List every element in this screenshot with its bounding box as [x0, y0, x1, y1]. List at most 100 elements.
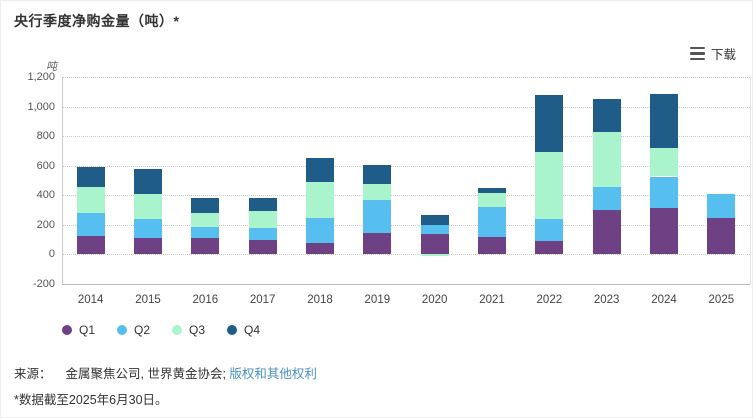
x-axis-category-label: 2016 — [192, 294, 219, 306]
x-axis-category-label: 2015 — [135, 294, 161, 306]
legend-dot-q4 — [227, 325, 238, 335]
legend-item-q2[interactable]: Q2 — [117, 323, 150, 337]
x-axis-category-label: 2018 — [307, 294, 333, 306]
legend-dot-q2 — [117, 325, 128, 335]
bar-2020-Q4[interactable] — [420, 215, 449, 226]
x-axis-category-label: 2019 — [364, 294, 391, 306]
bar-2018-Q1[interactable] — [306, 242, 334, 255]
bar-2019-Q3[interactable] — [363, 184, 392, 200]
bar-2019-Q1[interactable] — [363, 232, 392, 255]
y-axis-tick-label: 1,000 — [27, 100, 55, 113]
bar-2023-Q4[interactable] — [592, 99, 621, 133]
bar-2021-Q3[interactable] — [478, 193, 506, 208]
y-axis-unit-label: 吨 — [46, 61, 57, 73]
legend-label: Q1 — [79, 323, 96, 337]
chart-title: 央行季度净购金量（吨）* — [14, 13, 180, 29]
bar-2023-Q1[interactable] — [592, 210, 621, 255]
bar-2017-Q1[interactable] — [248, 239, 277, 255]
gridline — [62, 136, 750, 138]
y-axis-tick-label: 200 — [36, 218, 55, 231]
y-axis-tick-label: 1,200 — [27, 71, 55, 83]
bar-2015-Q4[interactable] — [134, 169, 162, 195]
bar-2024-Q1[interactable] — [650, 208, 678, 255]
bar-2019-Q4[interactable] — [363, 165, 392, 185]
bar-2014-Q1[interactable] — [76, 236, 105, 255]
bar-2021-Q1[interactable] — [478, 237, 506, 255]
legend-dot-q3 — [172, 325, 183, 335]
bar-2018-Q2[interactable] — [306, 218, 334, 243]
bar-2015-Q1[interactable] — [134, 238, 162, 255]
x-axis-category-label: 2024 — [651, 294, 677, 306]
bar-2025-Q2[interactable] — [707, 193, 736, 219]
bar-2018-Q4[interactable] — [306, 158, 334, 182]
bar-2017-Q3[interactable] — [248, 210, 277, 228]
x-axis-category-label: 2021 — [479, 294, 505, 306]
hamburger-menu-icon — [689, 46, 705, 61]
bar-2022-Q2[interactable] — [535, 218, 564, 241]
x-axis-category-label: 2022 — [536, 294, 563, 306]
bar-2020-Q3[interactable] — [420, 254, 449, 256]
gridline — [62, 195, 750, 197]
bar-2023-Q2[interactable] — [592, 187, 621, 211]
bar-2015-Q2[interactable] — [134, 218, 162, 239]
legend-item-q4[interactable]: Q4 — [227, 323, 260, 337]
x-axis-category-label: 2014 — [77, 294, 104, 306]
y-axis-tick-label: 600 — [36, 159, 55, 172]
bar-2016-Q3[interactable] — [191, 213, 220, 227]
bar-2022-Q1[interactable] — [535, 240, 564, 255]
legend-label: Q2 — [134, 323, 151, 337]
x-axis-category-label: 2020 — [421, 294, 448, 306]
bar-2016-Q4[interactable] — [191, 197, 220, 214]
bar-2022-Q4[interactable] — [535, 95, 564, 153]
bar-2021-Q2[interactable] — [478, 207, 506, 238]
bar-2014-Q3[interactable] — [76, 186, 105, 213]
footnote: *数据截至2025年6月30日。 — [14, 393, 168, 407]
bar-2021-Q4[interactable] — [478, 187, 506, 194]
x-axis-category-label: 2017 — [249, 294, 276, 306]
rights-link[interactable]: 版权和其他权利 — [229, 367, 317, 381]
bar-2016-Q1[interactable] — [191, 238, 220, 255]
legend-item-q3[interactable]: Q3 — [172, 323, 205, 337]
source-line: 来源： 金属聚焦公司, 世界黄金协会; 版权和其他权利 — [14, 363, 317, 382]
x-axis-line — [62, 284, 750, 285]
bar-2017-Q4[interactable] — [248, 198, 277, 211]
bar-2022-Q3[interactable] — [535, 152, 564, 219]
legend-label: Q3 — [189, 323, 206, 337]
source-text: 金属聚焦公司, 世界黄金协会; — [65, 367, 226, 381]
bar-2020-Q2[interactable] — [420, 225, 449, 234]
y-axis-line — [62, 77, 63, 284]
gridline — [62, 224, 750, 226]
bar-2015-Q3[interactable] — [134, 194, 162, 219]
bar-2017-Q2[interactable] — [248, 227, 277, 240]
legend-label: Q4 — [244, 323, 261, 337]
y-axis-tick-label: -200 — [32, 278, 55, 290]
gridline — [62, 106, 750, 108]
bar-2016-Q2[interactable] — [191, 226, 220, 239]
download-button[interactable]: 下载 — [689, 44, 736, 63]
bar-2014-Q2[interactable] — [76, 212, 105, 237]
legend-item-q1[interactable]: Q1 — [62, 323, 95, 337]
y-axis-tick-label: 400 — [36, 189, 55, 202]
x-axis-category-label: 2025 — [708, 294, 735, 306]
gridline — [62, 165, 750, 167]
bar-2024-Q4[interactable] — [650, 94, 678, 149]
legend-dot-q1 — [62, 325, 72, 335]
bar-2018-Q3[interactable] — [306, 181, 334, 219]
y-axis-tick-label: 0 — [48, 248, 55, 261]
bar-2024-Q3[interactable] — [650, 148, 678, 177]
download-label: 下载 — [710, 48, 736, 62]
bar-2014-Q4[interactable] — [76, 166, 105, 187]
legend: Q1 Q2 Q3 Q4 — [62, 323, 260, 337]
gridline — [62, 77, 750, 78]
gridline — [62, 254, 750, 256]
bar-2025-Q1[interactable] — [707, 218, 736, 255]
source-prefix: 来源： — [14, 367, 52, 381]
plot-right-border — [750, 77, 751, 284]
bar-2020-Q1[interactable] — [420, 233, 449, 255]
bar-2019-Q2[interactable] — [363, 199, 392, 233]
y-axis-tick-label: 800 — [36, 130, 55, 143]
x-axis-category-label: 2023 — [593, 294, 620, 306]
bar-2023-Q3[interactable] — [592, 132, 621, 187]
bar-2024-Q2[interactable] — [650, 176, 678, 209]
